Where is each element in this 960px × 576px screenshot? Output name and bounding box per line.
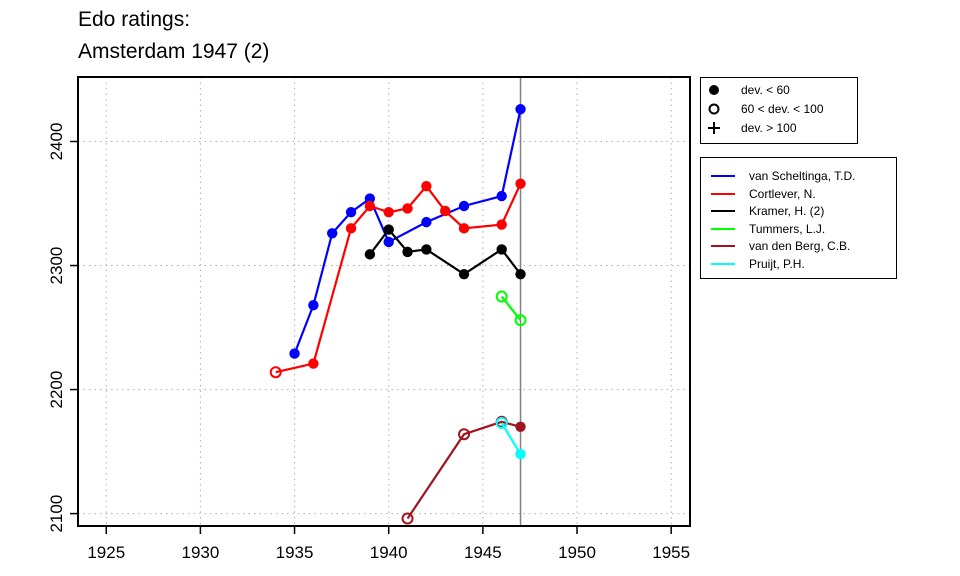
series-legend-swatch [701, 202, 743, 220]
data-point [364, 249, 376, 260]
series-legend-label: Kramer, H. (2) [749, 204, 825, 218]
x-tick-label: 1935 [276, 543, 314, 562]
data-point [269, 366, 282, 379]
plot-frame [77, 76, 691, 527]
data-point [345, 206, 357, 218]
series-group [269, 178, 526, 379]
data-point [495, 290, 508, 303]
filled-circle-icon [701, 81, 733, 99]
series-group [495, 290, 527, 327]
x-tick-label: 1945 [464, 543, 502, 562]
marker-legend-label: 60 < dev. < 100 [741, 102, 824, 116]
data-point [421, 216, 432, 228]
data-point [496, 190, 507, 202]
data-point [402, 203, 413, 214]
plus-icon [701, 119, 733, 137]
data-point [515, 178, 526, 189]
series-line [406, 420, 521, 520]
marker-legend-row: dev. < 60 [701, 81, 790, 99]
data-point [308, 300, 319, 311]
series-legend-label: Pruijt, P.H. [749, 256, 805, 271]
marker-legend-row: dev. > 100 [701, 119, 797, 137]
x-tick-label: 1930 [181, 543, 219, 562]
data-point [440, 205, 451, 217]
series-legend-row: Pruijt, P.H. [701, 255, 805, 273]
data-point [496, 244, 507, 255]
data-point [383, 236, 394, 248]
open-circle-icon [701, 100, 733, 118]
series-legend-swatch [701, 220, 743, 238]
data-point [401, 512, 414, 525]
marker-legend-label: dev. > 100 [741, 121, 797, 135]
series-legend-swatch [701, 185, 743, 203]
series-group [495, 417, 526, 460]
series-legend: van Scheltinga, T.D. Cortlever, N. Kramer,… [700, 157, 897, 279]
data-point [308, 358, 319, 369]
data-point [364, 200, 376, 212]
series-legend-swatch [701, 167, 743, 185]
data-point [383, 206, 394, 218]
series-line [275, 183, 522, 374]
x-tick-label: 1955 [652, 543, 690, 562]
data-point [458, 428, 471, 441]
data-point [515, 269, 526, 280]
data-point [496, 219, 507, 230]
data-point [421, 244, 432, 255]
chart-title-line-1: Edo ratings: [78, 8, 191, 31]
series-group [364, 224, 526, 280]
x-tick-label: 1925 [87, 543, 125, 562]
y-tick-label: 2200 [47, 371, 66, 409]
series-legend-row: Cortlever, N. [701, 185, 816, 203]
grid [78, 77, 690, 526]
data-point [364, 193, 376, 204]
data-point [458, 269, 470, 280]
y-tick-label: 2300 [47, 247, 66, 285]
y-tick-label: 2100 [47, 495, 66, 533]
data-point [515, 421, 526, 432]
data-point [515, 448, 526, 460]
x-tick-label: 1940 [370, 543, 408, 562]
series-legend-label: Cortlever, N. [749, 186, 816, 201]
series-legend-row: van den Berg, C.B. [701, 237, 850, 255]
series-group [289, 104, 526, 359]
series-legend-row: van Scheltinga, T.D. [701, 167, 856, 185]
data-point [458, 223, 470, 234]
data-point [402, 246, 413, 258]
data-point [514, 314, 527, 327]
series-line [293, 109, 522, 354]
series-legend-swatch [701, 255, 743, 273]
data-point [345, 223, 357, 234]
series-legend-label: van Scheltinga, T.D. [749, 169, 856, 183]
series-legend-label: van den Berg, C.B. [749, 239, 851, 253]
series-layer [269, 104, 527, 525]
data-point [327, 228, 338, 239]
data-point [383, 224, 394, 235]
data-point [289, 348, 300, 359]
data-point [421, 180, 432, 192]
x-tick-label: 1950 [558, 543, 596, 562]
series-legend-swatch [701, 237, 743, 255]
y-tick-label: 2400 [47, 123, 66, 161]
marker-legend-label: dev. < 60 [741, 83, 790, 97]
series-legend-label: Tummers, L.J. [749, 221, 826, 236]
axes: 1925 1930 1935 1940 1945 1950 1955 2100 2200 2300… [47, 123, 690, 562]
marker-legend: dev. < 60 60 < dev. < 100 dev. > 100 [700, 77, 858, 144]
series-legend-row: Kramer, H. (2) [701, 202, 824, 220]
data-point [515, 104, 526, 115]
data-point [495, 417, 508, 430]
chart-title-line-2: Amsterdam 1947 (2) [78, 40, 270, 63]
data-point [458, 200, 470, 212]
marker-legend-row: 60 < dev. < 100 [701, 100, 824, 118]
series-line [500, 422, 522, 455]
series-legend-row: Tummers, L.J. [701, 220, 825, 238]
